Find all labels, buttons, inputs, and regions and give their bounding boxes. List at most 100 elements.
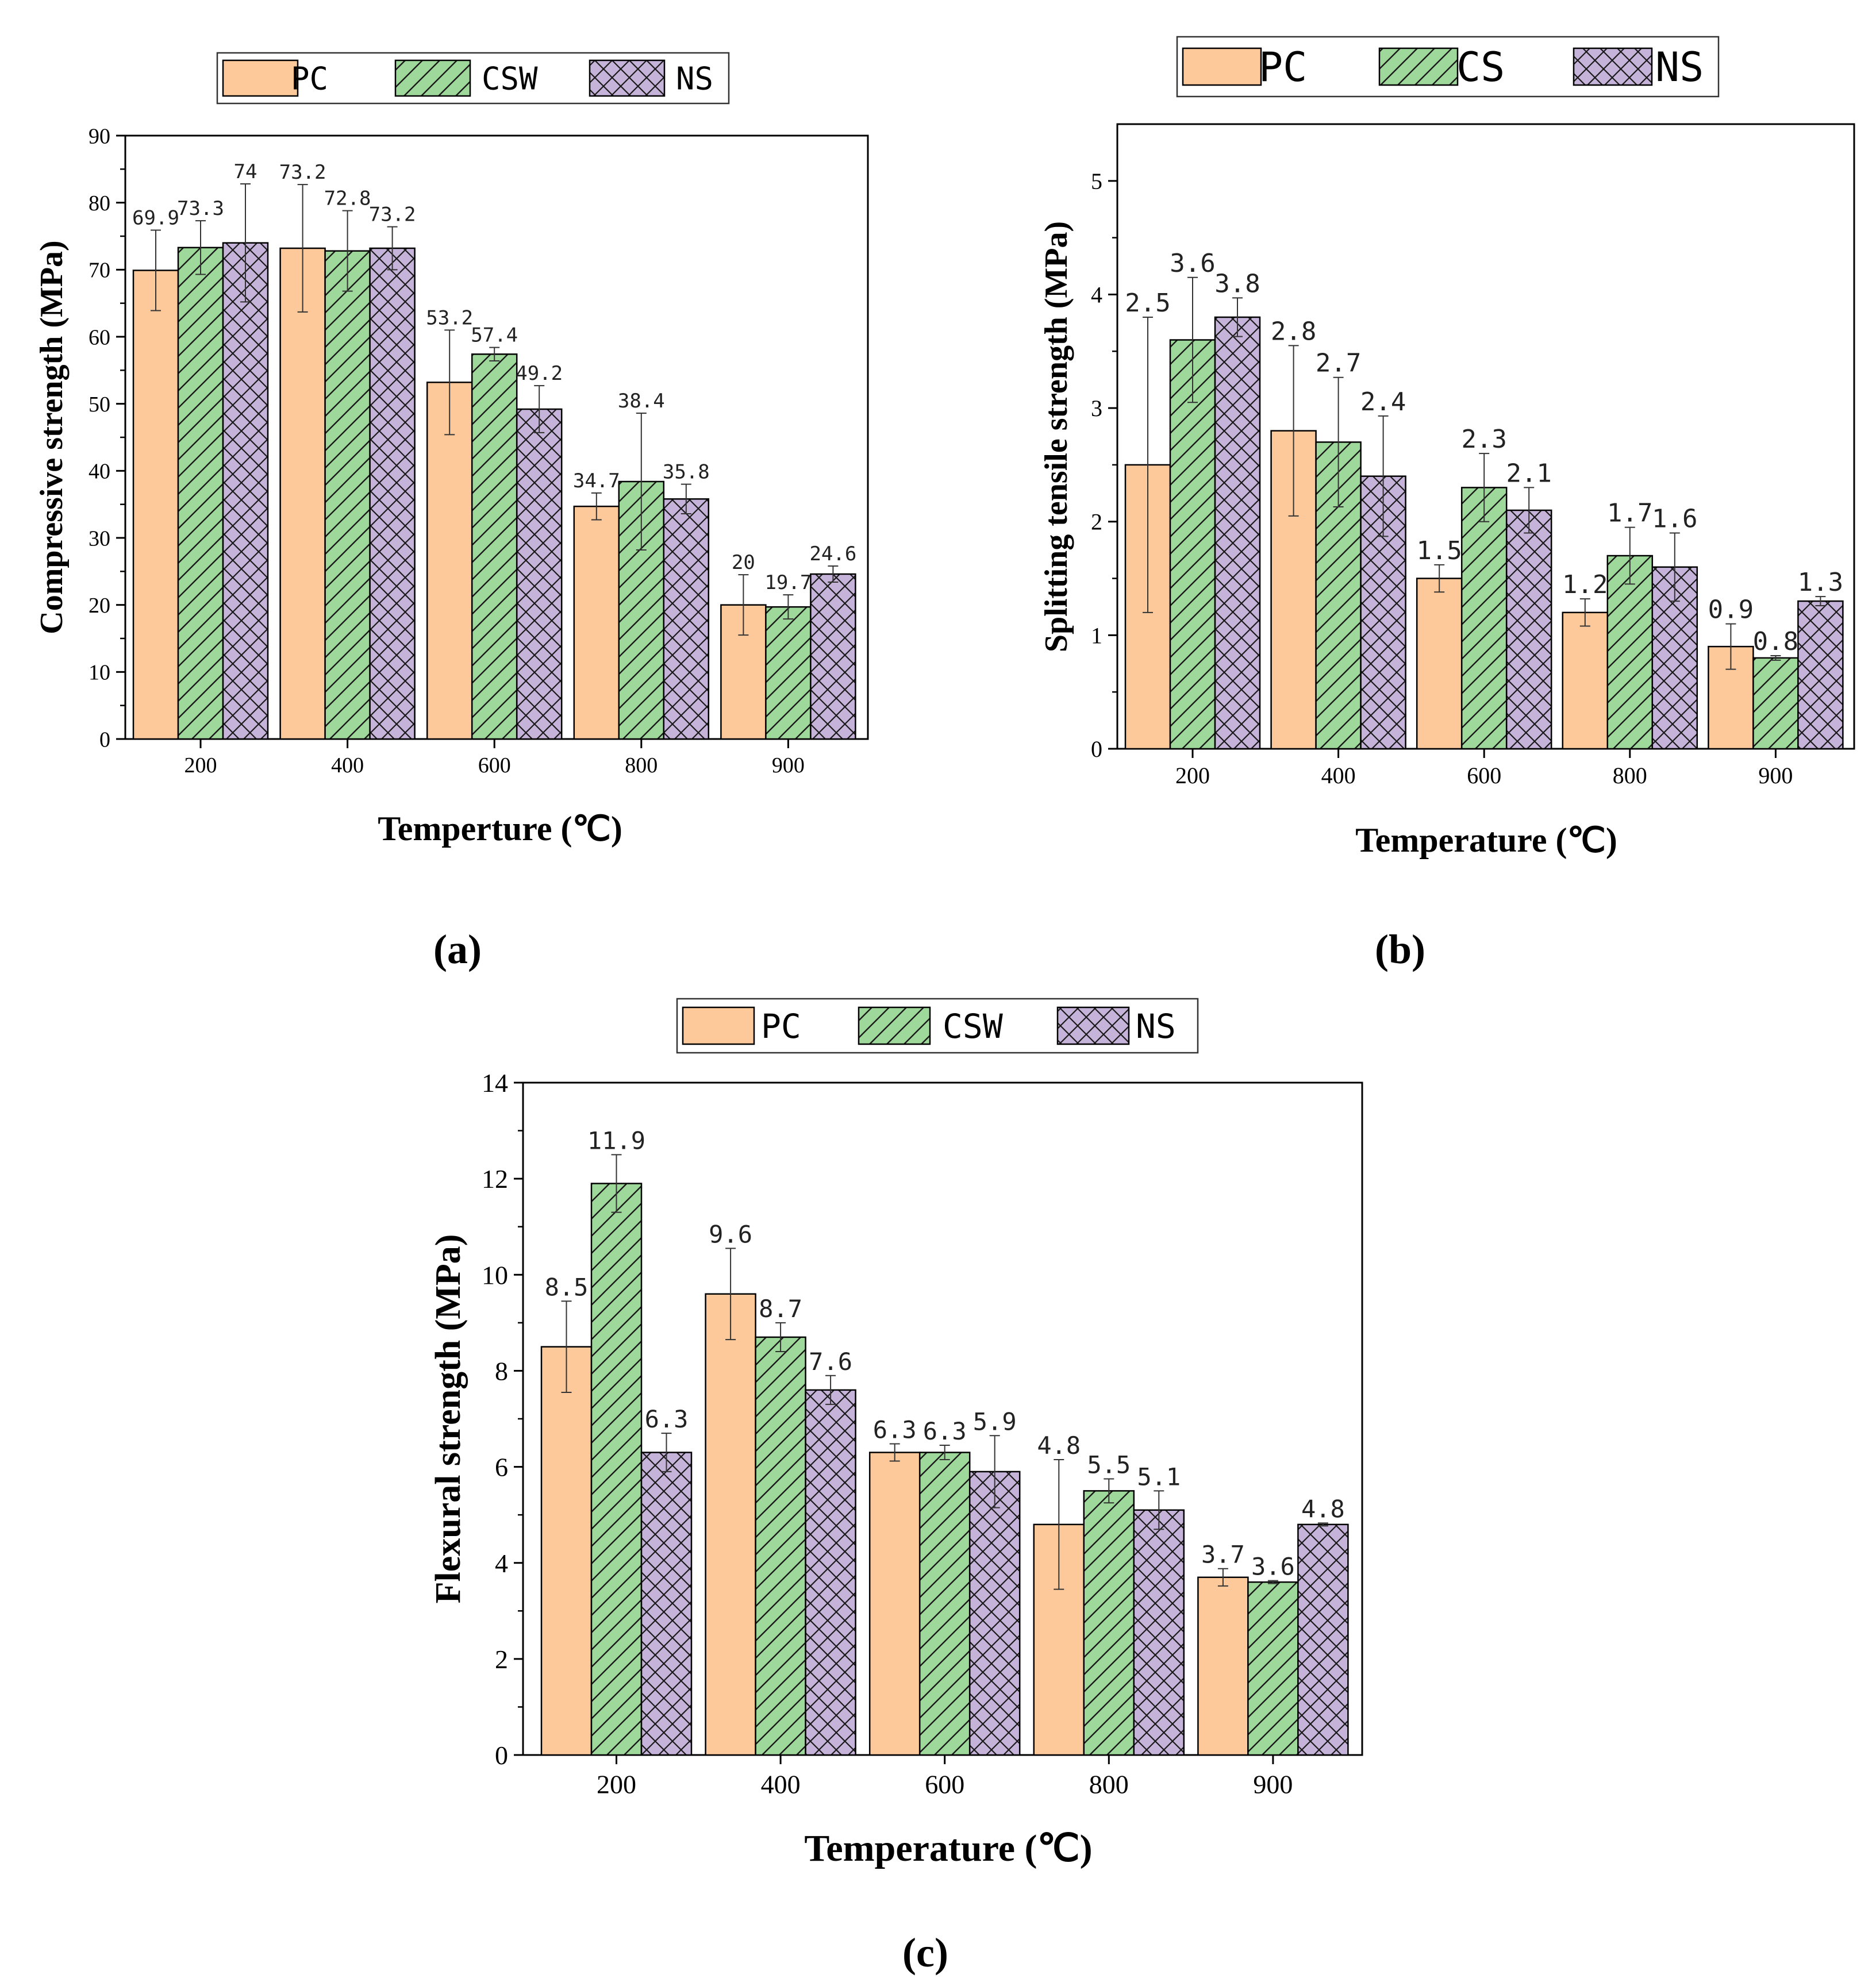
- data-label: 11.9: [587, 1126, 645, 1154]
- data-label: 2.5: [1125, 288, 1170, 318]
- chart-panel-a: PC CSW NS 0 10 20 30 40 50 60 70 80 90 200 400 600 800…: [34, 52, 869, 972]
- bar-ns-200: [640, 1452, 693, 1756]
- bar-pc-600: [426, 382, 473, 740]
- bar-csw-400: [324, 250, 371, 740]
- data-label: 2.3: [1461, 425, 1506, 454]
- data-label: 2.8: [1271, 317, 1316, 346]
- data-label: 9.6: [709, 1220, 752, 1248]
- data-label: 34.7: [573, 469, 620, 492]
- y-tick-label: 3: [1091, 395, 1102, 421]
- y-axis-b: 0 1 2 3 4 5: [1091, 168, 1117, 762]
- data-label: 1.5: [1416, 536, 1462, 565]
- y-tick-label: 20: [89, 594, 110, 618]
- data-label: 73.2: [279, 161, 326, 184]
- y-axis-title-a: Compressive strength (MPa): [34, 240, 70, 634]
- legend-swatch-csw: [858, 1006, 931, 1045]
- data-label: 6.3: [645, 1405, 689, 1433]
- x-axis-title-b: Temperature (℃): [1355, 821, 1617, 859]
- bar-cs-600: [1460, 487, 1508, 750]
- x-tick-label: 400: [1321, 763, 1356, 788]
- x-tick-label: 800: [625, 753, 658, 778]
- y-tick-label: 5: [1091, 168, 1102, 194]
- bars-b: 2.53.63.8 2.82.7 2.4 1.5 2.32.1 1.2 1.71.6 0.90…: [1124, 249, 1844, 750]
- data-label: 72.8: [324, 187, 371, 210]
- x-tick-label: 600: [1467, 763, 1501, 788]
- x-axis-b: 200 400 600 800 900: [1175, 749, 1793, 788]
- y-tick-label: 4: [495, 1549, 508, 1578]
- legend-c: PC CSW NS: [676, 998, 1199, 1054]
- bar-ns-200: [1214, 316, 1261, 750]
- y-tick-label: 0: [99, 728, 110, 752]
- caption-b: (b): [1375, 926, 1425, 972]
- data-label: 0.9: [1708, 595, 1754, 625]
- bars-c: 8.511.96.39.68.77.66.3 6.3 5.94.85.5 5.13.7…: [540, 1126, 1349, 1756]
- data-label: 1.2: [1562, 570, 1608, 599]
- bar-csw-600: [918, 1452, 971, 1756]
- data-label: 38.4: [618, 390, 665, 413]
- legend-label-csw: CSW: [482, 60, 538, 97]
- bar-ns-600: [968, 1471, 1021, 1756]
- x-tick-label: 800: [1089, 1770, 1129, 1799]
- bar-ns-400: [805, 1389, 856, 1756]
- legend-label-pc: PC: [761, 1007, 801, 1046]
- y-tick-label: 14: [482, 1068, 508, 1098]
- data-label: 7.6: [809, 1348, 852, 1376]
- y-tick-label: 10: [482, 1260, 508, 1290]
- data-label: 8.7: [759, 1295, 802, 1323]
- x-tick-label: 200: [597, 1770, 636, 1799]
- y-axis-c: 0 2 4 6 8 10 12 14: [482, 1068, 523, 1770]
- x-tick-label: 900: [772, 753, 805, 778]
- legend-label-pc: PC: [291, 60, 328, 97]
- data-label: 24.6: [809, 542, 856, 565]
- y-axis-title-c: Flexural strength (MPa): [429, 1234, 468, 1604]
- legend-swatch-pc: [682, 1006, 755, 1045]
- y-tick-label: 0: [1091, 736, 1102, 762]
- data-label: 2.4: [1360, 387, 1406, 417]
- legend-label-ns: NS: [676, 60, 713, 97]
- data-label: 5.5: [1087, 1450, 1131, 1479]
- data-label: 6.3: [873, 1415, 917, 1444]
- bars-a: 69.973.374 73.272.873.253.257.449.234.738…: [132, 160, 856, 740]
- legend-b: PC CS NS: [1176, 36, 1720, 98]
- data-label: 4.8: [1037, 1431, 1081, 1460]
- data-label: 3.7: [1201, 1541, 1245, 1569]
- y-axis-title-b: Splitting tensile strength (MPa): [1039, 221, 1074, 652]
- bar-ns-200: [222, 242, 269, 740]
- x-axis-title-a: Temperture (℃): [378, 810, 622, 848]
- data-label: 5.9: [973, 1407, 1017, 1435]
- legend-label-cs: CS: [1456, 44, 1505, 91]
- bar-ns-400: [369, 247, 416, 740]
- data-label: 3.8: [1214, 269, 1260, 298]
- chart-panel-c: PC CSW NS 0 2 4 6 8 10 12 14 200 400 600 800 900 8.5 1…: [429, 998, 1363, 1976]
- y-tick-label: 1: [1091, 622, 1102, 648]
- data-label: 53.2: [426, 306, 473, 329]
- x-axis-a: 200 400 600 800 900: [184, 739, 805, 778]
- data-label: 3.6: [1251, 1553, 1295, 1581]
- x-tick-label: 400: [761, 1770, 801, 1799]
- y-tick-label: 8: [495, 1357, 508, 1386]
- y-tick-label: 80: [89, 191, 110, 215]
- x-tick-label: 900: [1253, 1770, 1293, 1799]
- data-label: 2.7: [1316, 349, 1361, 378]
- x-axis-c: 200 400 600 800 900: [597, 1755, 1293, 1799]
- y-tick-label: 50: [89, 392, 110, 417]
- data-label: 0.8: [1753, 627, 1798, 656]
- bar-csw-800: [1083, 1490, 1135, 1756]
- legend-swatch-ns: [1056, 1006, 1130, 1045]
- caption-c: (c): [902, 1930, 948, 1976]
- y-tick-label: 30: [89, 526, 110, 551]
- bar-ns-800: [1133, 1509, 1185, 1756]
- legend-swatch-cs: [1378, 47, 1459, 86]
- data-label: 57.4: [471, 324, 518, 347]
- x-tick-label: 400: [331, 753, 364, 778]
- data-label: 74: [234, 160, 257, 183]
- data-label: 73.3: [177, 197, 224, 220]
- x-axis-title-c: Temperature (℃): [804, 1827, 1092, 1869]
- y-tick-label: 10: [89, 661, 110, 685]
- data-label: 49.2: [516, 362, 563, 385]
- x-tick-label: 600: [478, 753, 511, 778]
- bar-csw-200: [177, 247, 224, 740]
- data-label: 73.2: [369, 203, 416, 226]
